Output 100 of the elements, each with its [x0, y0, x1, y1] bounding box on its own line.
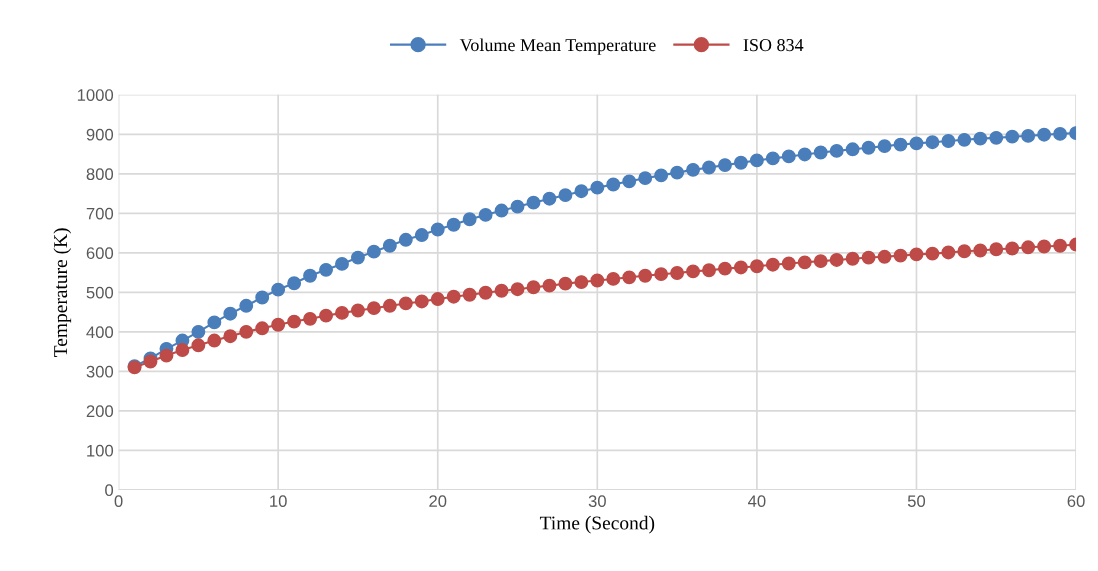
point — [909, 247, 924, 262]
point — [781, 149, 796, 164]
point — [781, 256, 796, 271]
x-tick-label: 30 — [588, 495, 606, 508]
point — [957, 132, 972, 147]
point — [1005, 241, 1020, 256]
point — [813, 254, 828, 269]
x-tick-label: 40 — [748, 495, 766, 508]
point — [670, 165, 685, 180]
x-axis-title: Time (Second) — [539, 515, 655, 534]
point — [702, 160, 716, 175]
point — [223, 306, 238, 321]
point — [765, 151, 780, 166]
point — [494, 203, 509, 218]
y-tick-label: 900 — [86, 128, 114, 141]
point — [606, 177, 621, 192]
point — [829, 143, 844, 158]
point — [845, 251, 860, 266]
point — [191, 324, 206, 339]
point — [542, 278, 557, 293]
y-tick-label: 0 — [105, 484, 114, 497]
point — [303, 268, 318, 283]
y-tick-label: 200 — [86, 405, 114, 418]
point — [239, 298, 254, 313]
y-axis-title: Temperature (K) — [53, 228, 72, 357]
point — [430, 222, 445, 237]
point — [207, 315, 222, 330]
point — [478, 207, 493, 222]
point — [909, 136, 924, 151]
y-tick-label: 300 — [86, 365, 114, 378]
point — [366, 301, 381, 316]
y-tick-label: 800 — [86, 168, 114, 181]
legend-label: ISO 834 — [743, 38, 804, 52]
y-tick-label: 1000 — [77, 89, 114, 101]
point — [462, 212, 477, 227]
point — [733, 260, 748, 275]
point — [494, 283, 509, 298]
point — [1021, 128, 1036, 143]
point — [702, 263, 716, 278]
point — [622, 270, 637, 285]
point — [414, 228, 429, 243]
point — [1053, 126, 1068, 141]
point — [398, 296, 413, 311]
point — [797, 147, 812, 162]
point — [207, 333, 222, 348]
point — [430, 292, 445, 307]
point — [861, 250, 876, 265]
x-tick-label: 20 — [429, 495, 447, 508]
point — [989, 130, 1004, 145]
point — [1037, 239, 1052, 254]
point — [590, 273, 605, 288]
point — [526, 195, 541, 210]
point — [925, 135, 940, 150]
point — [526, 280, 541, 295]
point — [1037, 127, 1052, 142]
point — [893, 248, 908, 263]
point — [542, 191, 557, 206]
point — [574, 184, 589, 199]
point — [925, 246, 940, 261]
point — [845, 142, 860, 157]
point — [319, 308, 333, 323]
point — [175, 343, 190, 357]
point — [319, 262, 333, 277]
y-tick-label: 400 — [86, 326, 114, 339]
point — [1021, 240, 1036, 255]
point — [606, 271, 621, 286]
point — [303, 311, 318, 326]
legend-label: Volume Mean Temperature — [459, 38, 656, 55]
point — [749, 153, 764, 168]
point — [239, 324, 254, 339]
point — [941, 245, 956, 260]
y-tick-label: 500 — [86, 286, 114, 299]
y-tick-label: 700 — [86, 207, 114, 220]
y-tick-label: 600 — [86, 247, 114, 260]
point — [335, 256, 349, 271]
point — [749, 259, 764, 274]
x-tick-label: 0 — [114, 495, 123, 508]
point — [510, 282, 525, 297]
x-tick-label: 60 — [1067, 495, 1085, 508]
point — [287, 314, 302, 329]
point — [1053, 238, 1068, 253]
point — [654, 168, 669, 183]
point — [382, 238, 397, 253]
point — [638, 268, 653, 283]
point — [973, 131, 988, 146]
point — [255, 321, 270, 336]
point — [686, 264, 701, 279]
point — [861, 140, 876, 155]
point — [654, 267, 669, 282]
point — [590, 180, 605, 195]
point — [446, 217, 461, 232]
point — [255, 290, 270, 305]
point — [797, 255, 812, 270]
point — [670, 266, 685, 280]
point — [813, 145, 828, 160]
y-tick-label: 100 — [87, 444, 114, 457]
point — [638, 171, 653, 186]
point — [829, 253, 844, 267]
point — [989, 242, 1004, 257]
point — [351, 250, 365, 265]
